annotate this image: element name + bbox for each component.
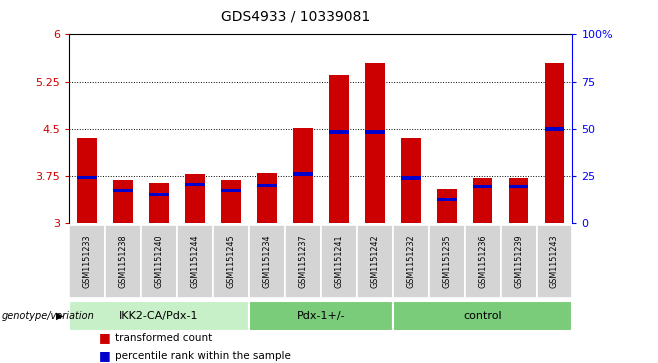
Bar (77, 176, 97, 179)
Bar (177, 225, 213, 298)
Bar (401, 176, 420, 180)
Bar (536, 225, 572, 298)
Text: ■: ■ (99, 331, 111, 344)
Bar (509, 185, 528, 188)
Text: genotype/variation: genotype/variation (1, 311, 94, 321)
Text: control: control (463, 311, 502, 321)
Bar (472, 178, 492, 223)
Text: GSM1151240: GSM1151240 (155, 234, 163, 288)
Bar (393, 225, 428, 298)
Bar (249, 225, 285, 298)
Bar (105, 225, 141, 298)
Bar (365, 130, 384, 134)
Bar (213, 225, 249, 298)
Bar (465, 225, 501, 298)
Text: GSM1151244: GSM1151244 (190, 234, 199, 288)
Bar (249, 301, 393, 330)
Text: GSM1151234: GSM1151234 (263, 234, 271, 288)
Bar (365, 63, 384, 223)
Bar (428, 225, 465, 298)
Text: percentile rank within the sample: percentile rank within the sample (115, 351, 291, 361)
Bar (329, 76, 349, 223)
Bar (149, 192, 169, 196)
Bar (113, 180, 133, 223)
Bar (293, 128, 313, 223)
Bar (69, 225, 105, 298)
Bar (393, 301, 572, 330)
Bar (257, 173, 277, 223)
Bar (509, 178, 528, 223)
Text: ▶: ▶ (57, 311, 64, 321)
Bar (321, 225, 357, 298)
Bar (185, 183, 205, 186)
Bar (293, 172, 313, 176)
Bar (221, 189, 241, 192)
Text: GSM1151243: GSM1151243 (550, 234, 559, 288)
Bar (545, 127, 565, 131)
Bar (401, 138, 420, 223)
Bar (221, 180, 241, 223)
Bar (149, 183, 169, 223)
Text: GSM1151235: GSM1151235 (442, 234, 451, 288)
Text: GSM1151239: GSM1151239 (514, 234, 523, 288)
Bar (472, 185, 492, 188)
Text: GSM1151232: GSM1151232 (406, 234, 415, 288)
Text: GSM1151245: GSM1151245 (226, 234, 236, 288)
Text: GSM1151238: GSM1151238 (118, 234, 128, 288)
Text: GSM1151242: GSM1151242 (370, 234, 379, 288)
Bar (329, 130, 349, 134)
Bar (501, 225, 536, 298)
Text: GSM1151241: GSM1151241 (334, 234, 343, 288)
Bar (141, 225, 177, 298)
Bar (69, 301, 249, 330)
Bar (77, 138, 97, 223)
Text: GSM1151233: GSM1151233 (82, 234, 91, 288)
Bar (185, 174, 205, 223)
Text: transformed count: transformed count (115, 333, 213, 343)
Text: Pdx-1+/-: Pdx-1+/- (297, 311, 345, 321)
Text: ■: ■ (99, 349, 111, 362)
Bar (545, 63, 565, 223)
Text: GDS4933 / 10339081: GDS4933 / 10339081 (222, 9, 370, 23)
Bar (437, 197, 457, 201)
Text: IKK2-CA/Pdx-1: IKK2-CA/Pdx-1 (119, 311, 199, 321)
Bar (285, 225, 321, 298)
Bar (357, 225, 393, 298)
Bar (113, 189, 133, 192)
Bar (437, 189, 457, 223)
Bar (257, 184, 277, 187)
Text: GSM1151237: GSM1151237 (298, 234, 307, 288)
Text: GSM1151236: GSM1151236 (478, 234, 487, 288)
